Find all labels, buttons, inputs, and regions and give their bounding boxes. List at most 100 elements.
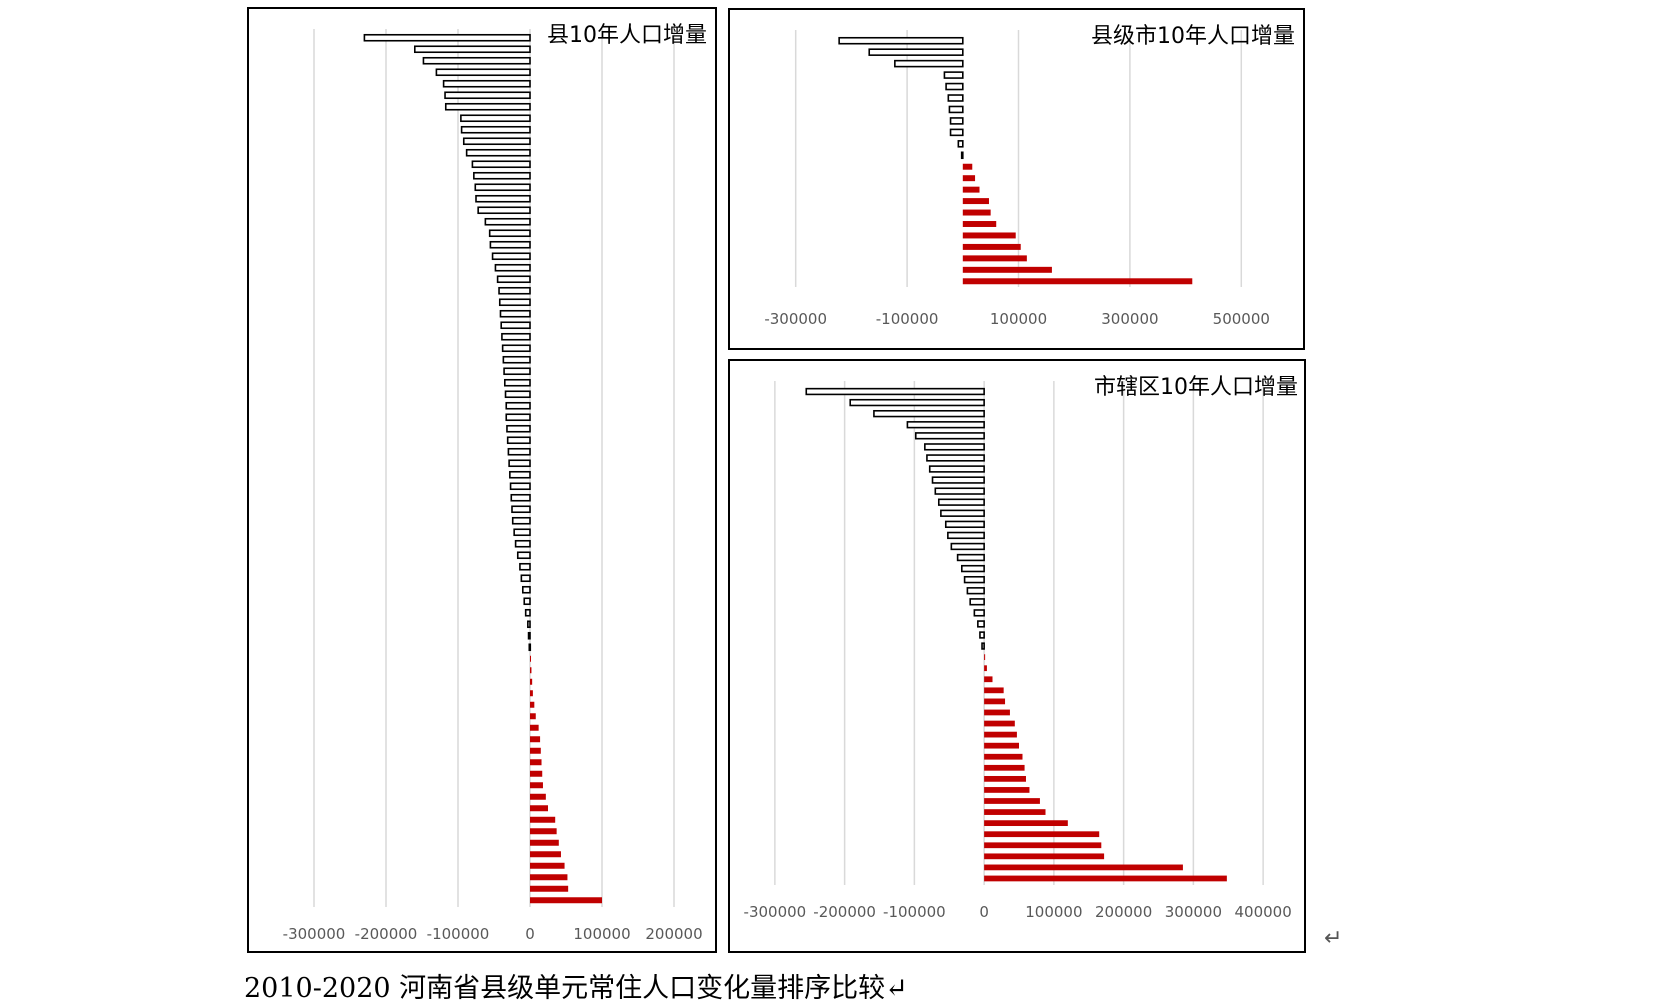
bar-positive (984, 753, 1023, 760)
bar-negative (914, 432, 985, 440)
bar-negative (966, 587, 985, 595)
bar-negative (494, 263, 531, 272)
bar-negative (435, 68, 531, 77)
bar-positive (530, 678, 533, 685)
bar-negative (513, 528, 531, 537)
bar-positive (984, 875, 1227, 882)
bar-negative (442, 79, 531, 88)
bar-negative (960, 151, 964, 160)
bar-negative (363, 33, 531, 42)
bar-negative (498, 298, 531, 307)
bar-negative (934, 487, 985, 495)
x-tick-label: -100000 (883, 903, 946, 921)
x-tick-label: 0 (979, 903, 989, 921)
bar-positive (984, 676, 993, 683)
bar-negative (414, 45, 531, 54)
bar-negative (950, 542, 985, 551)
bar-positive (984, 820, 1068, 827)
bar-positive (530, 724, 539, 731)
bar-negative (488, 229, 531, 238)
x-tick-label: -100000 (876, 310, 939, 328)
bar-negative (496, 275, 531, 284)
bar-negative (928, 465, 985, 473)
x-tick-label: 200000 (645, 925, 702, 943)
bar-negative (460, 125, 531, 134)
bar-negative (956, 553, 985, 562)
bar-positive (962, 255, 1027, 262)
bar-positive (984, 665, 987, 672)
bar-negative (489, 240, 531, 249)
bar-negative (511, 505, 531, 514)
bar-negative (500, 321, 531, 330)
bar-negative (506, 424, 531, 433)
bar-positive (530, 747, 541, 754)
bar-positive (984, 775, 1026, 782)
bar-negative (504, 378, 531, 387)
bar-positive (530, 713, 536, 720)
bar-negative (981, 642, 985, 650)
figure-caption: 2010-2020 河南省县级单元常住人口变化量排序比较↵ (244, 973, 908, 1004)
bar-negative (462, 137, 531, 146)
county-chart-panel: -300000 -200000 -100000 0 100000 200000 县10年人… (247, 7, 717, 953)
bar-negative (527, 620, 531, 629)
bar-negative (979, 631, 985, 639)
return-mark: ↵ (1324, 926, 1343, 951)
bar-negative (977, 620, 985, 628)
bar-positive (984, 742, 1019, 749)
bar-negative (484, 217, 531, 226)
bar-positive (530, 897, 602, 904)
bar-positive (530, 690, 533, 697)
bar-positive (530, 782, 543, 789)
x-tick-label: 500000 (1213, 310, 1270, 328)
bar-negative (873, 409, 985, 418)
x-tick-label: 300000 (1165, 903, 1222, 921)
bar-negative (963, 575, 985, 584)
bar-negative (523, 597, 531, 606)
bar-positive (984, 831, 1100, 838)
x-tick-label: 100000 (1025, 903, 1082, 921)
bar-positive (984, 787, 1030, 793)
bar-negative (509, 482, 531, 491)
bar-positive (530, 736, 541, 743)
bar-positive (984, 687, 1004, 694)
x-tick-label: -300000 (283, 925, 346, 943)
county-city-chart-svg: -300000 -100000 100000 300000 500000 (764, 30, 1270, 328)
bar-negative (422, 56, 531, 65)
bar-positive (984, 798, 1040, 804)
bar-negative (527, 631, 531, 640)
bar-negative (957, 140, 964, 148)
bar-negative (894, 59, 964, 68)
x-tick-label: 100000 (573, 925, 630, 943)
x-tick-label: 0 (525, 925, 535, 943)
bar-negative (475, 194, 531, 203)
bar-negative (937, 498, 985, 506)
bar-negative (868, 48, 964, 56)
bar-negative (506, 436, 531, 445)
bar-positive (530, 851, 561, 858)
bar-negative (505, 401, 531, 410)
bar-positive (962, 221, 997, 227)
bar-positive (530, 655, 531, 662)
bar-positive (530, 805, 548, 812)
bar-negative (507, 447, 531, 456)
bar-positive (530, 885, 569, 892)
bar-negative (477, 206, 531, 215)
bar-negative (460, 114, 531, 123)
x-tick-label: 200000 (1095, 903, 1152, 921)
bar-positive (530, 793, 546, 800)
bar-positive (962, 278, 1193, 285)
x-tick-label: -200000 (355, 925, 418, 943)
bar-negative (511, 516, 531, 525)
bar-negative (849, 398, 985, 407)
bar-negative (520, 574, 531, 583)
bar-positive (984, 731, 1017, 738)
bar-negative (524, 608, 531, 617)
bar-negative (906, 421, 985, 429)
bar-negative (514, 539, 531, 548)
bar-negative (945, 82, 964, 91)
bar-negative (508, 459, 531, 468)
x-tick-label: 100000 (990, 310, 1047, 328)
bar-negative (944, 520, 985, 529)
bar-negative (926, 454, 985, 462)
x-tick-label: -100000 (427, 925, 490, 943)
